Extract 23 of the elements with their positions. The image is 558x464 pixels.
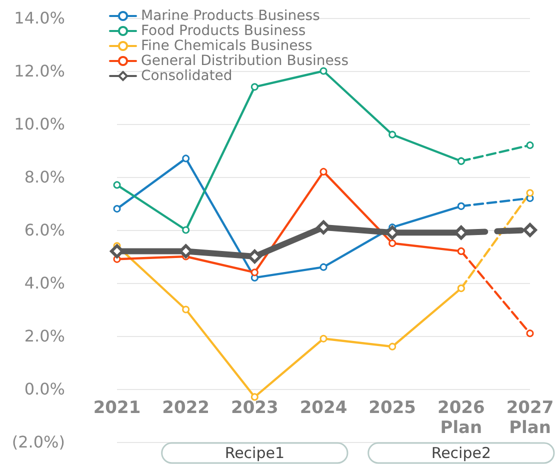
y-tick-label: 4.0% (24, 274, 65, 292)
x-tick-label: 2023 (231, 398, 278, 418)
y-tick-label: 10.0% (14, 114, 65, 134)
y-tick-label: (2.0%) (12, 432, 65, 452)
x-tick-label: 2027 Plan (506, 398, 554, 438)
x-tick-label: 2022 (162, 398, 210, 418)
y-tick-label: 12.0% (14, 62, 65, 80)
y-tick-label: 6.0% (24, 220, 65, 240)
legend-label: Fine Chemicals Business (141, 38, 312, 54)
text: Recipe2 (431, 444, 492, 462)
y-tick-label: 14.0% (14, 8, 65, 28)
y-tick-label: 0.0% (24, 380, 65, 398)
x-tick-label: 2021 (93, 398, 141, 418)
x-tick-label: 2025 (368, 398, 416, 418)
legend-label: Food Products Business (141, 23, 306, 39)
legend-label: General Distribution Business (141, 53, 348, 69)
y-tick-label: 8.0% (24, 168, 65, 186)
legend-label: Consolidated (141, 68, 232, 84)
legend-label: Marine Products Business (141, 8, 320, 24)
x-tick-label: 2024 (300, 398, 348, 418)
text: Recipe1 (224, 444, 285, 462)
x-tick-label: 2026 Plan (438, 398, 485, 438)
y-tick-label: 2.0% (24, 326, 65, 346)
